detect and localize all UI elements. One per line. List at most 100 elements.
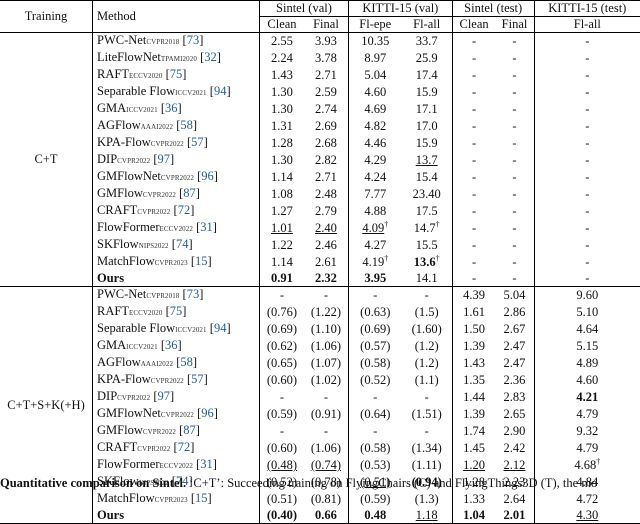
value-cell: (1.5)	[401, 304, 453, 321]
value-cell: -	[452, 118, 495, 135]
value-cell: 2.82	[303, 152, 349, 169]
citation-link[interactable]: [15]	[187, 491, 212, 505]
citation-number[interactable]: 31	[200, 220, 213, 234]
citation-link[interactable]: [32]	[196, 50, 221, 64]
citation-link[interactable]: [96]	[194, 169, 218, 183]
value-cell: (0.62)	[260, 338, 304, 355]
citation-link[interactable]: [15]	[187, 254, 212, 268]
method-venue: AAAI2022	[140, 360, 174, 368]
citation-number[interactable]: 74	[175, 237, 189, 251]
citation-link[interactable]: [87]	[175, 423, 200, 437]
value-text: 2.86	[503, 305, 526, 319]
value-text: 2.47	[503, 339, 526, 353]
method-venue: CVPR2018	[146, 38, 180, 46]
citation-number[interactable]: 87	[183, 186, 196, 200]
citation-number[interactable]: 94	[213, 84, 227, 98]
value-text: -	[471, 187, 477, 201]
value-cell: 0.48	[348, 508, 401, 524]
value-text: 1.27	[271, 204, 293, 218]
citation-number[interactable]: 36	[165, 101, 178, 115]
citation-link[interactable]: [36]	[157, 101, 182, 115]
value-text: 2.69	[315, 119, 337, 133]
citation-number[interactable]: 75	[169, 67, 183, 81]
citation-link[interactable]: [58]	[173, 118, 198, 132]
citation-link[interactable]: [73]	[179, 33, 204, 47]
value-text: (0.59)	[360, 492, 391, 506]
method-cell: LiteFlowNetTPAMI2020 [32]	[92, 50, 260, 67]
method-name: LiteFlowNet	[97, 50, 161, 64]
citation-number[interactable]: 32	[204, 50, 217, 64]
value-text: 2.47	[503, 356, 526, 370]
citation-number[interactable]: 57	[191, 135, 204, 149]
citation-number[interactable]: 74	[175, 474, 189, 488]
citation-number[interactable]: 31	[200, 457, 213, 471]
citation-link[interactable]: [74]	[168, 237, 193, 251]
citation-link[interactable]: [96]	[194, 406, 218, 420]
citation-number[interactable]: 58	[180, 118, 193, 132]
citation-link[interactable]: [58]	[173, 355, 198, 369]
value-text: -	[471, 271, 477, 285]
caption-text: ‘C+T’: Succeeding training on FlyingChai…	[186, 476, 598, 490]
citation-link[interactable]: [75]	[162, 304, 187, 318]
table-row: C+T PWC-NetCVPR2018 [73] 2.55 3.93 10.35 33.7…	[0, 32, 640, 287]
value-cell: 2.74	[303, 101, 349, 118]
value-cell: -	[534, 203, 640, 220]
training-group-label: C+T	[0, 32, 93, 287]
citation-link[interactable]: [97]	[150, 152, 175, 166]
citation-link[interactable]: [31]	[192, 220, 217, 234]
citation-link[interactable]: [57]	[183, 372, 208, 386]
citation-number[interactable]: 96	[201, 406, 214, 420]
citation-link[interactable]: [57]	[183, 135, 208, 149]
value-cell: 2.32	[303, 271, 349, 287]
citation-link[interactable]: [94]	[206, 84, 231, 98]
value-cell: -	[452, 186, 495, 203]
value-text: -	[585, 221, 590, 235]
value-cell: 1.74	[452, 423, 495, 440]
citation-link[interactable]: [31]	[192, 457, 217, 471]
value-cell: -	[452, 33, 495, 51]
citation-number[interactable]: 73	[186, 287, 200, 301]
citation-link[interactable]: [94]	[206, 321, 231, 335]
dagger-mark: †	[435, 253, 440, 263]
value-text: 5.04	[364, 68, 387, 82]
method-venue: CVPR2023	[154, 496, 188, 504]
citation-link[interactable]: [72]	[170, 440, 195, 454]
citation-number[interactable]: 36	[165, 338, 178, 352]
citation-link[interactable]: [75]	[162, 67, 187, 81]
value-cell: 2.23	[495, 474, 535, 491]
value-text: -	[471, 68, 477, 82]
method-cell: SKFlowNIPS2022 [74]	[92, 237, 260, 254]
citation-number[interactable]: 97	[157, 389, 171, 403]
citation-link[interactable]: [97]	[150, 389, 175, 403]
citation-number[interactable]: 72	[177, 203, 191, 217]
value-cell: 1.28	[452, 474, 495, 491]
citation-number[interactable]: 96	[201, 169, 214, 183]
citation-number[interactable]: 57	[191, 372, 204, 386]
fl-all-test-header: Fl-all	[573, 17, 601, 31]
value-text: 1.35	[463, 373, 485, 387]
value-cell: 2.42	[495, 440, 535, 457]
citation-number[interactable]: 87	[183, 423, 196, 437]
value-text: -	[512, 170, 517, 184]
citation-number[interactable]: 58	[180, 355, 193, 369]
value-cell: (1.1)	[401, 372, 453, 389]
method-cell: GMFlowCVPR2022 [87]	[92, 186, 260, 203]
method-name: MatchFlow	[97, 491, 155, 505]
method-name: Ours	[97, 271, 125, 285]
method-cell: DIPCVPR2022 [97]	[92, 389, 260, 406]
value-text: 2.68	[315, 136, 337, 150]
citation-number[interactable]: 73	[186, 33, 200, 47]
citation-number[interactable]: 15	[195, 254, 208, 268]
citation-link[interactable]: [74]	[168, 474, 193, 488]
citation-number[interactable]: 75	[169, 304, 183, 318]
citation-link[interactable]: [72]	[170, 203, 195, 217]
citation-number[interactable]: 15	[195, 491, 208, 505]
citation-number[interactable]: 94	[213, 321, 227, 335]
citation-link[interactable]: [36]	[157, 338, 182, 352]
citation-number[interactable]: 72	[177, 440, 191, 454]
citation-link[interactable]: [87]	[175, 186, 200, 200]
value-cell: 3.78	[303, 50, 349, 67]
citation-number[interactable]: 97	[157, 152, 171, 166]
value-text: (1.51)	[411, 407, 442, 421]
citation-link[interactable]: [73]	[179, 287, 204, 301]
